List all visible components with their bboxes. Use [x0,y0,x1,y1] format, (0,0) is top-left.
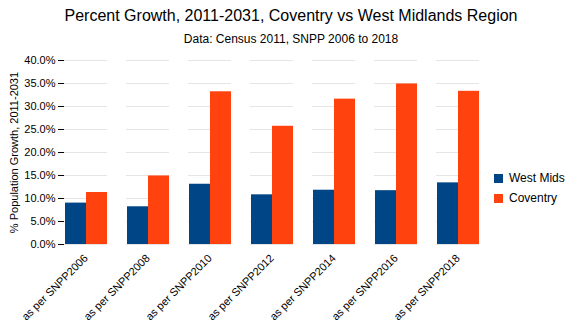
svg-text:as per SNPP2014: as per SNPP2014 [267,252,338,323]
svg-text:as per SNPP2012: as per SNPP2012 [205,252,276,323]
html-text:West Mids: West Mids [509,171,565,185]
svg-text:as per SNPP2006: as per SNPP2006 [19,252,90,323]
svg-text:15.0%: 15.0% [24,169,55,181]
svg-text:25.0%: 25.0% [24,123,55,135]
svg-text:% Population Growth, 2011-2031: % Population Growth, 2011-2031 [8,72,20,233]
svg-text:20.0%: 20.0% [24,146,55,158]
svg-text:as per SNPP2008: as per SNPP2008 [81,252,152,323]
html-text:Coventry: Coventry [509,191,557,205]
html-text:Percent Growth, 2011-2031, Cov: Percent Growth, 2011-2031, Coventry vs W… [64,7,518,24]
svg-text:30.0%: 30.0% [24,100,55,112]
svg-text:as per SNPP2018: as per SNPP2018 [391,252,462,323]
svg-text:as per SNPP2010: as per SNPP2010 [143,252,214,323]
svg-text:10.0%: 10.0% [24,192,55,204]
html-text:Data: Census 2011, SNPP 2006 t: Data: Census 2011, SNPP 2006 to 2018 [183,32,399,46]
svg-text:40.0%: 40.0% [24,54,55,66]
svg-text:5.0%: 5.0% [30,215,55,227]
svg-text:35.0%: 35.0% [24,77,55,89]
svg-text:0.0%: 0.0% [30,238,55,250]
svg-text:as per SNPP2016: as per SNPP2016 [329,252,400,323]
